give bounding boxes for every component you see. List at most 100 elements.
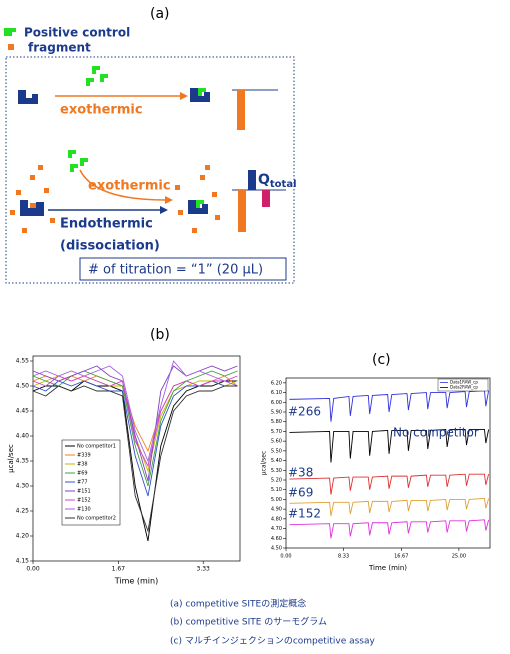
y-tick-label: 4.35 [16, 458, 30, 465]
legend-label: #339 [77, 453, 91, 459]
y-tick-label: 4.40 [16, 433, 30, 440]
plot-area [285, 377, 491, 549]
q-subscript: total [270, 179, 297, 190]
arrow [79, 169, 166, 201]
series-label: #69 [288, 486, 313, 500]
arrow-label: exothermic [60, 103, 143, 118]
y-tick-label: 4.20 [16, 533, 30, 540]
y-tick-label: 5.60 [271, 439, 282, 445]
y-tick-label: 5.30 [271, 468, 282, 474]
y-tick-label: 4.60 [271, 536, 282, 542]
data-line [32, 360, 238, 463]
arrowhead [160, 206, 168, 214]
y-tick-label: 4.50 [271, 546, 282, 552]
icon [4, 28, 16, 36]
heat-bar [248, 170, 256, 190]
series-label: #38 [288, 466, 313, 480]
data-line [32, 375, 238, 468]
data-line [32, 365, 238, 482]
chart-title: (b) [150, 327, 170, 343]
y-tick-label: 4.15 [16, 558, 30, 565]
legend-label: Data1RAW_cp [450, 380, 478, 385]
y-tick-label: 5.50 [271, 448, 282, 454]
receptor [190, 88, 210, 102]
legend-label: #69 [77, 471, 88, 477]
series-label: No competitor [393, 426, 479, 440]
titration-text: # of titration = “1” (20 μL) [88, 263, 263, 278]
series-label: #266 [288, 405, 321, 419]
ligand [196, 200, 204, 208]
y-tick-label: 4.55 [16, 358, 30, 365]
y-tick-label: 5.00 [271, 497, 282, 503]
heat-bar [237, 90, 245, 130]
y-tick-label: 5.90 [271, 410, 282, 416]
q-symbol: Q [258, 172, 270, 188]
legend-label: #38 [77, 462, 88, 468]
x-tick-label: 8.33 [338, 554, 349, 560]
x-axis-label: Time (min) [368, 564, 407, 572]
arrow-label: (dissociation) [60, 239, 160, 254]
y-tick-label: 6.20 [271, 380, 282, 386]
legend-text: Positive control [24, 26, 130, 40]
caption: (b) competitive SITE のサーモグラム [170, 616, 327, 628]
receptor [188, 200, 208, 214]
panel-label: (a) [150, 6, 170, 22]
ligand [68, 150, 88, 172]
x-tick-label: 1.67 [112, 566, 126, 573]
receptor [18, 90, 38, 104]
legend-label: #152 [77, 498, 91, 504]
y-tick-label: 4.80 [271, 516, 282, 522]
y-tick-label: 4.30 [16, 483, 30, 490]
y-tick-label: 6.00 [271, 400, 282, 406]
frame [5, 56, 295, 284]
y-tick-label: 5.20 [271, 478, 282, 484]
heat-bar [238, 190, 246, 232]
y-tick-label: 5.10 [271, 487, 282, 493]
plot-area [32, 355, 241, 562]
y-tick-label: 6.10 [271, 390, 282, 396]
caption: (a) competitive SITEの測定概念 [170, 598, 306, 610]
data-line [289, 390, 490, 422]
y-tick-label: 4.45 [16, 408, 30, 415]
x-axis-label: Time (min) [114, 577, 158, 586]
y-tick-label: 4.50 [16, 383, 30, 390]
arrowhead [180, 92, 188, 100]
fragments [10, 165, 220, 233]
data-line [289, 519, 490, 539]
heat-bar [262, 190, 270, 207]
ligand [198, 88, 206, 96]
arrow-label: Endothermic [60, 217, 153, 232]
y-axis-label: μcal/sec [261, 451, 268, 476]
legend-label: Data2RAW_cp [450, 385, 478, 390]
chart-title: (c) [372, 352, 391, 368]
legend-label: No competitor2 [77, 516, 116, 522]
y-tick-label: 4.25 [16, 508, 30, 515]
data-line [32, 385, 238, 533]
data-line [289, 429, 490, 463]
x-tick-label: 25.00 [452, 554, 466, 560]
y-tick-label: 5.40 [271, 458, 282, 464]
y-tick-label: 5.70 [271, 429, 282, 435]
ligand [86, 66, 108, 86]
y-tick-label: 4.70 [271, 526, 282, 532]
series-label: #152 [288, 507, 321, 521]
fragment [30, 203, 36, 208]
x-tick-label: 3.33 [197, 566, 211, 573]
titration-box [79, 257, 287, 281]
caption: (c) マルチインジェクションのcompetitive assay [170, 636, 375, 647]
legend-label: No competitor1 [77, 444, 116, 450]
data-line [289, 473, 490, 495]
legend-label: #77 [77, 480, 88, 486]
legend-text: fragment [28, 41, 91, 55]
x-tick-label: 16.67 [394, 554, 408, 560]
data-line [289, 497, 490, 517]
y-tick-label: 4.90 [271, 507, 282, 513]
x-tick-label: 0.00 [280, 554, 291, 560]
legend-label: #130 [77, 507, 91, 513]
q-label: Qtotal [258, 172, 297, 190]
legend-label: #151 [77, 489, 91, 495]
panel-a: (a) Positive control fragment exothermic… [4, 6, 297, 284]
x-tick-label: 0.00 [26, 566, 40, 573]
